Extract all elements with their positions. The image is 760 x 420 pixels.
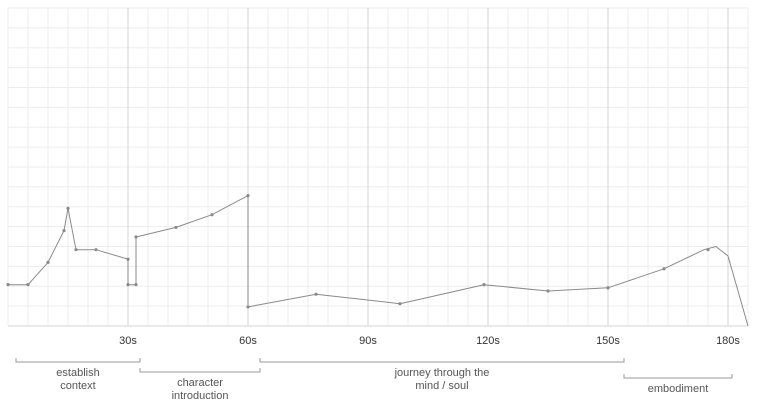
x-tick-label: 180s	[716, 335, 740, 347]
data-point	[126, 257, 130, 261]
data-point	[26, 283, 30, 287]
data-point	[174, 225, 178, 230]
data-point	[6, 283, 10, 287]
data-point	[246, 194, 250, 198]
data-point	[46, 260, 50, 264]
x-tick-label: 30s	[119, 335, 137, 347]
segment-bracket	[623, 374, 733, 379]
x-tick-label: 150s	[596, 335, 620, 347]
data-point	[314, 292, 318, 296]
data-point	[706, 248, 710, 252]
segment-label: introduction	[172, 390, 229, 402]
segment-bracket	[15, 358, 141, 363]
segment-label: character	[177, 377, 223, 389]
data-point	[398, 302, 402, 306]
segment-bracket	[259, 358, 625, 363]
data-point	[662, 267, 666, 271]
segment-bracket	[139, 368, 261, 373]
data-point	[134, 283, 138, 287]
x-tick-label: 60s	[239, 335, 257, 347]
data-point	[246, 305, 250, 309]
data-point	[546, 289, 550, 293]
x-tick-label: 120s	[476, 335, 500, 347]
data-point	[66, 206, 70, 210]
segment-label: mind / soul	[415, 380, 468, 392]
data-point	[62, 229, 66, 233]
data-point	[134, 235, 138, 239]
data-point	[126, 283, 130, 287]
segment-label: embodiment	[648, 383, 709, 395]
data-point	[482, 283, 486, 287]
data-point	[94, 248, 98, 252]
segment-label: establish	[56, 367, 99, 379]
data-point	[74, 248, 78, 252]
data-point	[210, 213, 214, 217]
segment-label: journey through the	[394, 367, 490, 379]
segment-label: context	[60, 380, 95, 392]
x-tick-label: 90s	[359, 335, 377, 347]
data-point	[606, 286, 610, 290]
